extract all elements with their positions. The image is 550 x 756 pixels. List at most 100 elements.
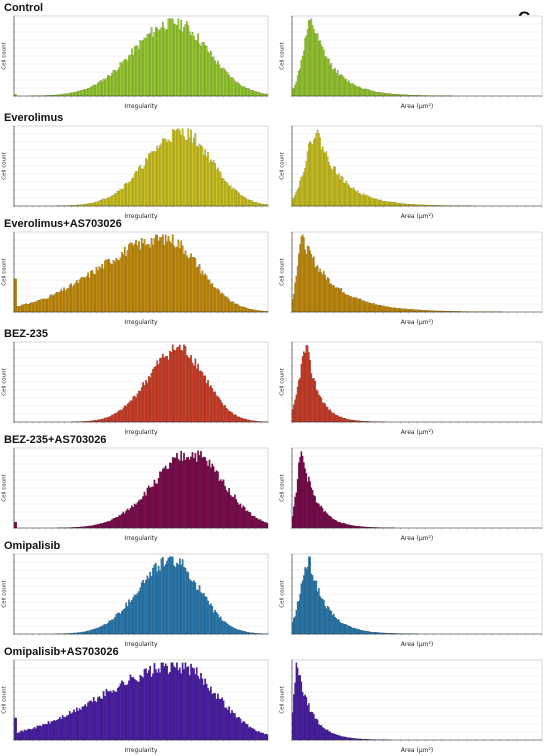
- histogram-bar: [241, 507, 243, 529]
- histogram-bar: [238, 416, 240, 423]
- histogram-bar: [229, 185, 232, 207]
- histogram-bar: [218, 480, 221, 529]
- histogram-bar: [195, 368, 198, 423]
- histogram-bar: [334, 414, 336, 423]
- histogram-bar: [300, 451, 303, 529]
- histogram-bar: [99, 626, 102, 635]
- histogram-bar: [373, 198, 375, 207]
- histogram-bar: [164, 139, 167, 207]
- histogram-bar: [294, 616, 296, 635]
- histogram-bar: [77, 283, 80, 313]
- histogram-bar: [128, 402, 130, 423]
- histogram-bar: [81, 631, 84, 635]
- histogram-bar: [222, 479, 225, 529]
- histogram-bar: [249, 309, 252, 313]
- histogram-bar: [330, 168, 333, 207]
- histogram-bar: [313, 580, 315, 635]
- histogram-bar: [176, 562, 178, 635]
- histogram-bar: [119, 61, 122, 97]
- bez-as-area-histogram: Area (μm²)Cell count: [280, 447, 543, 542]
- histogram-bar: [404, 203, 406, 207]
- histogram-bar: [130, 505, 133, 529]
- histogram-bar: [156, 145, 159, 207]
- histogram-bar: [115, 71, 118, 97]
- histogram-bar: [171, 344, 174, 423]
- histogram-bar: [54, 293, 57, 313]
- histogram-bar: [266, 93, 269, 97]
- histogram-bar: [242, 418, 245, 423]
- histogram-bar: [133, 243, 136, 313]
- histogram-bar: [344, 523, 346, 529]
- histogram-bar: [177, 564, 180, 635]
- treatment-title: Omipalisib+AS703026: [4, 646, 119, 658]
- histogram-bar: [319, 595, 321, 635]
- histogram-bar: [169, 671, 171, 741]
- histogram-bar: [98, 523, 101, 529]
- histogram-bar: [308, 476, 310, 529]
- treatment-title: Omipalisib: [4, 540, 61, 552]
- histogram-bar: [123, 405, 126, 423]
- histogram-bar: [97, 627, 99, 635]
- histogram-bar: [314, 718, 316, 741]
- histogram-bar: [304, 468, 306, 529]
- histogram-bar: [358, 299, 360, 313]
- histogram-bar: [413, 309, 415, 313]
- histogram-bar: [325, 729, 328, 741]
- histogram-bar: [169, 141, 171, 207]
- histogram-bar: [64, 93, 67, 97]
- histogram-bar: [355, 628, 358, 635]
- histogram-bar: [301, 455, 304, 529]
- histogram-bar: [133, 46, 136, 97]
- histogram-bar: [147, 244, 150, 313]
- histogram-bar: [207, 465, 209, 529]
- histogram-bar: [118, 67, 120, 97]
- histogram-bar: [145, 158, 147, 207]
- histogram-bar: [194, 40, 197, 97]
- histogram-bar: [200, 46, 202, 97]
- histogram-bar: [163, 27, 166, 97]
- histogram-bar: [159, 358, 161, 423]
- histogram-bar: [350, 737, 353, 741]
- histogram-bar: [235, 499, 238, 529]
- histogram-bar: [123, 513, 126, 529]
- histogram-bar: [16, 732, 19, 741]
- histogram-bar: [153, 663, 156, 741]
- histogram-bar: [119, 613, 122, 635]
- histogram-bar: [231, 301, 233, 313]
- histogram-bar: [241, 86, 243, 97]
- histogram-bar: [171, 129, 174, 207]
- histogram-bar: [319, 137, 321, 207]
- histogram-bar: [180, 350, 183, 423]
- histogram-bar: [315, 718, 318, 741]
- histogram-bar: [99, 80, 102, 97]
- histogram-bar: [169, 556, 171, 635]
- histogram-bar: [235, 303, 238, 313]
- histogram-bar: [262, 732, 264, 741]
- histogram-bar: [208, 386, 211, 423]
- histogram-bar: [359, 630, 361, 635]
- histogram-bar: [190, 355, 192, 423]
- histogram-bar: [116, 613, 119, 635]
- histogram-bar: [188, 31, 191, 97]
- y-axis-title: Cell count: [2, 685, 8, 713]
- histogram-bar: [49, 295, 51, 313]
- histogram-bar: [118, 612, 120, 635]
- histogram-bar: [111, 414, 113, 423]
- histogram-bar: [373, 303, 375, 313]
- histogram-bar: [121, 513, 123, 529]
- histogram-bar: [324, 729, 326, 741]
- x-axis-title: Area (μm²): [401, 747, 433, 754]
- histogram-bar: [130, 400, 133, 423]
- histogram-bar: [331, 615, 334, 635]
- histogram-bar: [298, 380, 300, 423]
- histogram-bar: [193, 257, 195, 313]
- histogram-bar: [139, 249, 142, 313]
- histogram-bar: [364, 301, 366, 313]
- histogram-bar: [190, 663, 192, 741]
- histogram-bar: [150, 372, 153, 423]
- histogram-bar: [150, 576, 153, 635]
- omipalisib-area-histogram: Area (μm²)Cell count: [280, 553, 543, 648]
- histogram-bar: [315, 502, 318, 529]
- histogram-bar: [191, 257, 194, 313]
- histogram-bar: [77, 710, 80, 741]
